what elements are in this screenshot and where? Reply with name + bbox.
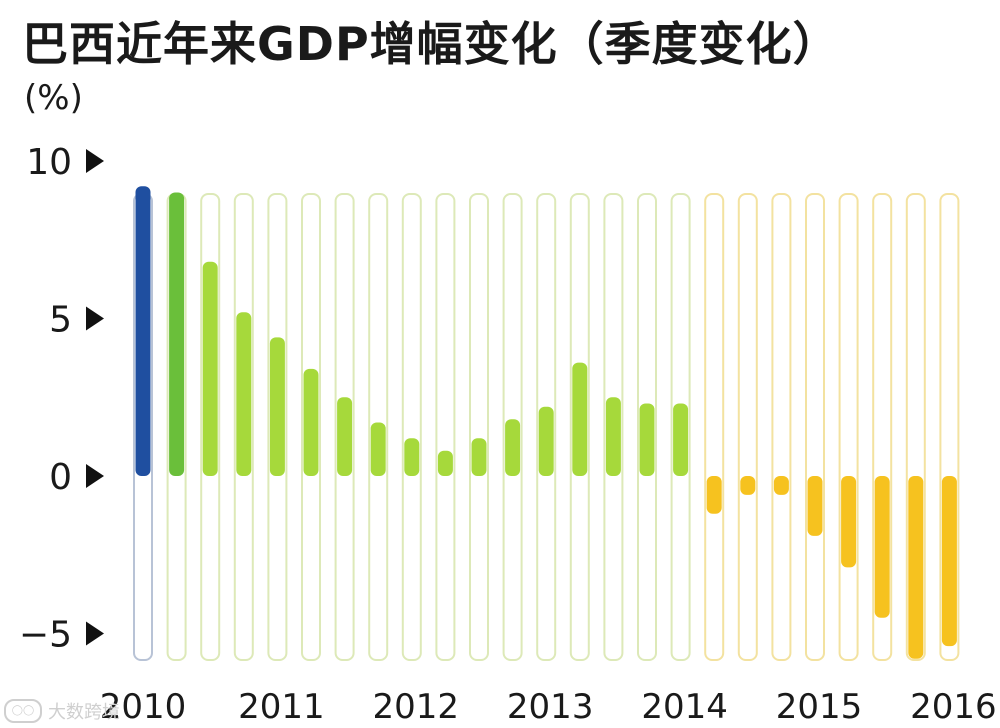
bar-track: [469, 193, 489, 661]
data-bar: [605, 397, 621, 476]
data-bar: [807, 476, 823, 536]
bar-track: [704, 193, 725, 661]
data-bar: [269, 337, 285, 476]
data-bar: [303, 368, 319, 476]
data-bar: [639, 403, 655, 476]
y-tick-marker: [86, 306, 104, 331]
data-bar: [740, 476, 756, 495]
y-tick-label: −5: [19, 615, 72, 656]
data-bar: [404, 438, 420, 476]
data-bar: [673, 403, 689, 476]
chart-title: 巴西近年来GDP增幅变化（季度变化）: [22, 17, 840, 71]
data-bar: [370, 422, 386, 476]
y-tick-label: 10: [26, 142, 72, 183]
watermark: ◯◯ 大数跨境: [4, 698, 120, 724]
data-bar: [706, 476, 722, 514]
x-tick-label: 2013: [507, 687, 594, 727]
y-tick-label: 5: [49, 300, 72, 341]
data-bar: [135, 186, 151, 476]
x-tick-label: 2011: [238, 687, 325, 727]
data-bar: [471, 438, 487, 476]
y-tick-marker: [86, 464, 104, 488]
data-bar: [236, 312, 252, 476]
x-tick-label: 2012: [373, 687, 460, 727]
data-bar: [572, 362, 588, 476]
bar-track: [771, 193, 792, 661]
x-tick-label: 2014: [641, 687, 728, 727]
data-bar: [505, 419, 521, 476]
x-tick-label: 2016: [910, 687, 997, 727]
bar-track: [838, 193, 859, 661]
data-bar: [202, 261, 218, 476]
data-bar: [773, 476, 789, 495]
y-axis-unit-label: (%): [24, 78, 83, 118]
data-bar: [437, 450, 453, 476]
data-bar: [874, 476, 890, 618]
x-tick-label: 2010: [100, 687, 187, 727]
y-tick-marker: [86, 149, 104, 173]
watermark-text: 大数跨境: [48, 702, 120, 723]
watermark-logo-icon: ◯◯: [4, 699, 42, 723]
bar-track: [805, 193, 825, 661]
data-bar: [841, 476, 857, 568]
data-bar: [169, 192, 185, 476]
bar-track: [435, 193, 456, 661]
data-bar: [337, 397, 353, 476]
data-bar: [538, 406, 554, 476]
data-bar: [908, 476, 924, 659]
x-tick-label: 2015: [776, 687, 863, 727]
bar-track: [737, 193, 758, 661]
y-tick-label: 0: [49, 457, 72, 498]
data-bar: [941, 476, 957, 647]
y-tick-marker: [86, 621, 104, 646]
bar-track: [401, 193, 422, 661]
